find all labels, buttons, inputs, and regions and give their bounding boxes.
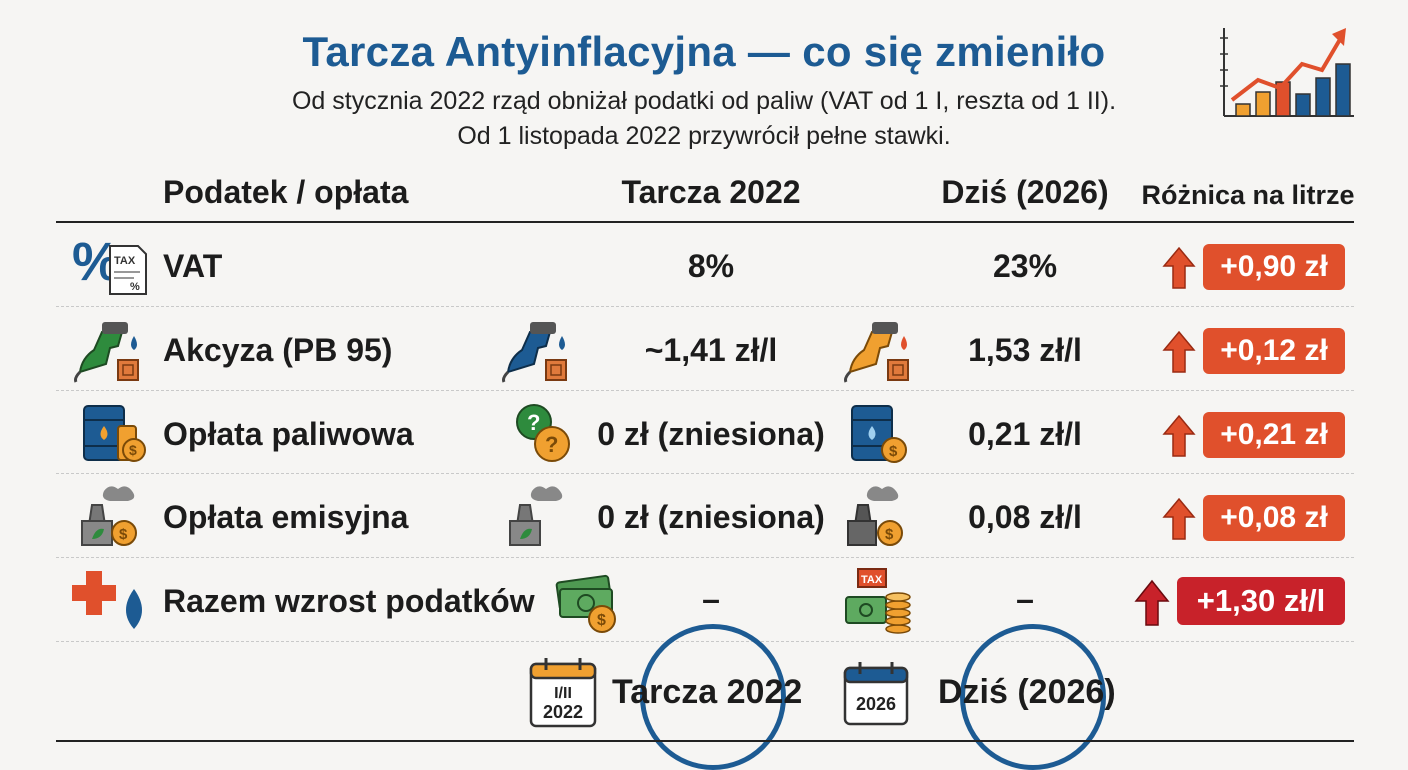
column-header-shield-2022: Tarcza 2022 [621, 174, 801, 210]
header-divider [56, 221, 1354, 223]
column-header-today-2026: Dziś (2026) [941, 174, 1109, 210]
page-title: Tarcza Antyinflacyjna — co się zmieniło [302, 28, 1106, 75]
table-row-vat: % TAX % VAT 8% 23% +0,90 zł [0, 226, 1408, 306]
fuel-nozzle-icon [74, 322, 139, 383]
row-label: VAT [163, 248, 223, 284]
shield-value: 8% [687, 248, 735, 284]
total-difference-badge: +1,30 zł/l [1177, 577, 1345, 625]
question-coins-icon: ? ? [516, 404, 570, 462]
subtitle-line-1: Od stycznia 2022 rząd obniżał podatki od… [291, 87, 1117, 115]
table-row-emission-fee: $ Opłata emisyjna 0 zł (zniesiona) $ 0,0… [0, 477, 1408, 557]
row-label: Opłata paliwowa [163, 416, 414, 452]
shield-value: 0 zł (zniesiona) [597, 499, 825, 535]
calendar-icon: 2026 [843, 662, 909, 726]
shield-value: ~1,41 zł/l [644, 332, 778, 368]
fuel-nozzle-icon [844, 322, 909, 383]
arrow-up-icon [1162, 414, 1196, 457]
bar-chart-growth-icon [1220, 28, 1354, 117]
svg-text:%: % [130, 281, 140, 293]
legend-today-label: Dziś (2026) [938, 673, 1116, 711]
row-divider [56, 473, 1354, 474]
percent-tax-document-icon: % TAX % [72, 234, 147, 295]
svg-text:$: $ [889, 443, 898, 460]
row-divider [56, 390, 1354, 391]
row-label: Opłata emisyjna [163, 499, 409, 535]
oil-barrel-icon: $ [83, 405, 146, 462]
table-row-total: Razem wzrost podatków $ – TAX – +1,30 zł… [0, 561, 1408, 641]
factory-emission-icon [509, 486, 563, 546]
svg-text:$: $ [119, 526, 128, 543]
svg-text:?: ? [545, 432, 558, 457]
today-value: – [1016, 581, 1034, 617]
plus-drop-icon [72, 571, 142, 629]
today-value: 0,21 zł/l [968, 416, 1082, 452]
subtitle-line-2: Od 1 listopada 2022 przywrócił pełne sta… [457, 122, 951, 150]
svg-text:I/II: I/II [554, 685, 572, 702]
svg-text:TAX: TAX [114, 255, 136, 267]
shield-value: 0 zł (zniesiona) [597, 416, 825, 452]
svg-text:2022: 2022 [543, 702, 583, 722]
difference-badge: +0,21 zł [1203, 412, 1345, 458]
arrow-up-icon [1134, 579, 1170, 626]
row-label: Akcyza (PB 95) [163, 332, 393, 368]
arrow-up-icon [1162, 330, 1196, 373]
table-row-excise: Akcyza (PB 95) ~1,41 zł/l 1,53 zł/l +0,1… [0, 310, 1408, 390]
row-divider [56, 557, 1354, 558]
calendar-icon: I/II 2022 [529, 658, 597, 728]
fuel-nozzle-icon [502, 322, 567, 383]
table-row-fuel-fee: $ Opłata paliwowa ? ? 0 zł (zniesiona) $… [0, 394, 1408, 474]
today-value: 0,08 zł/l [968, 499, 1082, 535]
today-value: 23% [992, 248, 1058, 284]
svg-text:$: $ [597, 612, 606, 629]
tax-money-coins-icon: TAX [845, 568, 911, 634]
money-coin-icon: $ [555, 574, 616, 633]
row-label: Razem wzrost podatków [163, 583, 535, 619]
legend-shield-label: Tarcza 2022 [612, 673, 803, 711]
oil-barrel-icon: $ [851, 405, 907, 463]
svg-text:2026: 2026 [856, 694, 896, 714]
column-header-difference: Różnica na litrze [1141, 180, 1355, 210]
row-divider [56, 306, 1354, 307]
today-value: 1,53 zł/l [968, 332, 1082, 368]
factory-emission-icon: $ [81, 486, 137, 546]
difference-badge: +0,08 zł [1203, 495, 1345, 541]
shield-value: – [702, 581, 720, 617]
bottom-divider [56, 740, 1354, 742]
column-header-tax: Podatek / opłata [163, 174, 409, 210]
factory-emission-icon: $ [847, 486, 903, 546]
svg-text:$: $ [885, 526, 894, 543]
arrow-up-icon [1162, 246, 1196, 289]
svg-text:?: ? [527, 410, 540, 435]
arrow-up-icon [1162, 497, 1196, 540]
svg-text:$: $ [129, 442, 137, 458]
svg-text:TAX: TAX [861, 574, 883, 586]
difference-badge: +0,12 zł [1203, 328, 1345, 374]
difference-badge: +0,90 zł [1203, 244, 1345, 290]
